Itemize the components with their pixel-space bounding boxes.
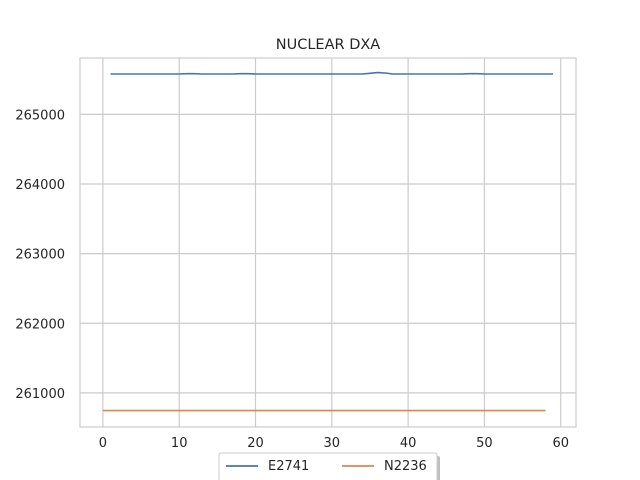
y-tick-label: 261000	[15, 387, 65, 402]
y-tick-label: 263000	[15, 248, 65, 263]
series-layer	[102, 71, 554, 412]
legend-label-n2236: N2236	[384, 459, 427, 474]
legend-label-e2741: E2741	[268, 459, 309, 474]
chart-title: NUCLEAR DXA	[276, 37, 381, 53]
x-axis-ticks: 0 10 20 30 40 50 60	[99, 436, 569, 451]
grid	[80, 58, 576, 427]
legend-box	[218, 452, 438, 480]
x-tick-label: 10	[171, 436, 188, 451]
x-tick-label: 60	[552, 436, 569, 451]
x-tick-label: 50	[476, 436, 493, 451]
plot-area-frame	[79, 57, 577, 428]
x-tick-label: 20	[247, 436, 264, 451]
y-tick-label: 264000	[15, 178, 65, 193]
y-tick-label: 262000	[15, 317, 65, 332]
y-axis-ticks: 261000 262000 263000 264000 265000	[15, 108, 65, 401]
y-tick-label: 265000	[15, 108, 65, 123]
legend: E2741 N2236	[218, 452, 440, 480]
x-tick-label: 0	[99, 436, 107, 451]
x-tick-label: 30	[324, 436, 341, 451]
x-tick-label: 40	[400, 436, 417, 451]
series-line-e2741	[110, 71, 554, 75]
